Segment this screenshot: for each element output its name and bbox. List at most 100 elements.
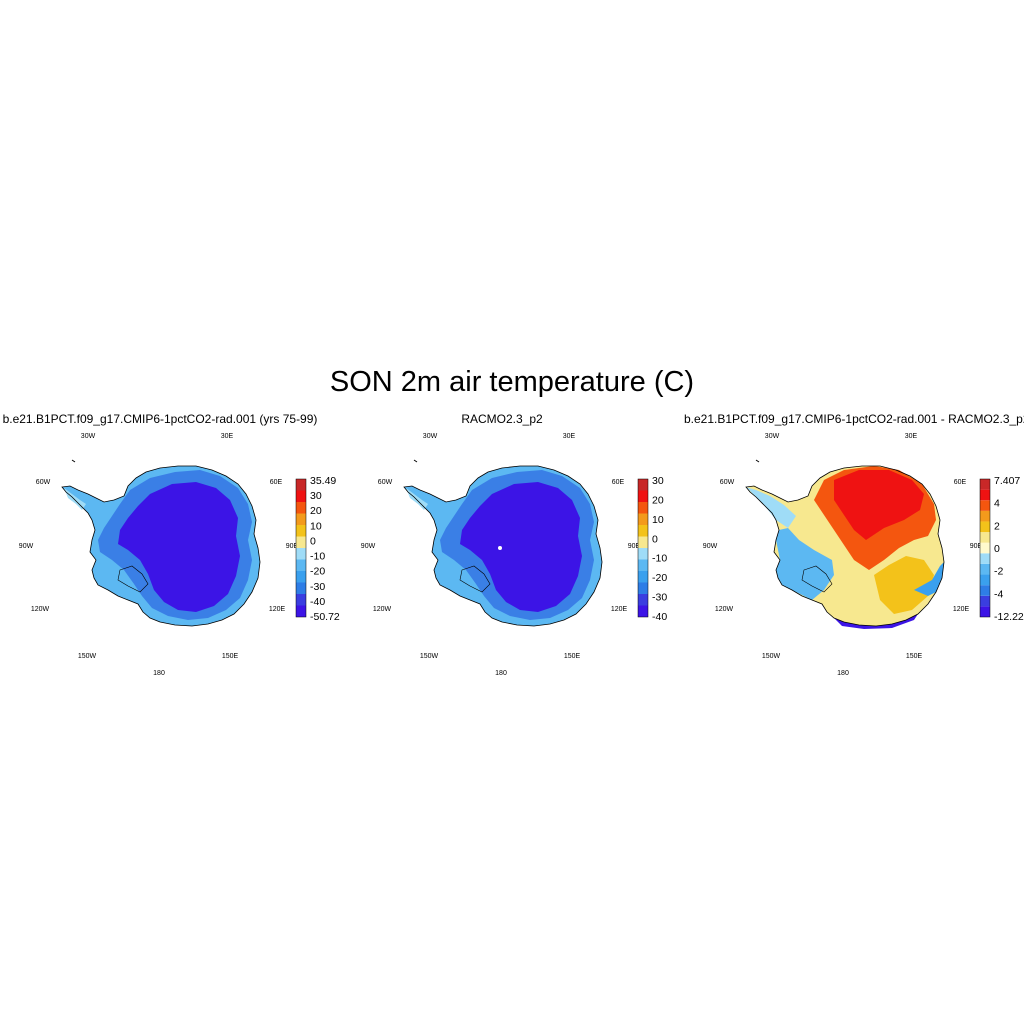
colorbar-swatch bbox=[980, 521, 990, 533]
colorbar-label: 10 bbox=[310, 520, 322, 532]
longitude-label-90e: 90E bbox=[970, 543, 983, 550]
diff-peninsula-fill bbox=[746, 487, 796, 528]
longitude-label-120w: 120W bbox=[31, 606, 50, 613]
longitude-label-150w: 150W bbox=[420, 653, 439, 660]
coastline bbox=[745, 465, 945, 627]
colorbar-swatch bbox=[296, 582, 306, 594]
colorbar-label: -4 bbox=[994, 588, 1003, 600]
colorbar-swatch bbox=[980, 606, 990, 617]
colorbar-swatch bbox=[296, 525, 306, 537]
longitude-label-30w: 30W bbox=[765, 433, 780, 440]
ice-shelf-outline bbox=[801, 565, 833, 593]
map-panel-3: 30W 30E 60W 60E 90W 90E 120W 120E 150W 150E 180 7.4… bbox=[703, 433, 1024, 677]
colorbar-swatch bbox=[980, 479, 990, 490]
panel-title-racmo: RACMO2.3_p2 bbox=[461, 412, 543, 426]
colorbar-label: -30 bbox=[310, 581, 325, 593]
colorbar-frame bbox=[637, 478, 649, 618]
colorbar-swatch bbox=[980, 595, 990, 607]
map-panel-1: 30W 30E 60W 60E 90W 90E 120W 120E 150W 150E 180 35.… bbox=[19, 433, 340, 677]
longitude-label-90e: 90E bbox=[628, 543, 641, 550]
diff-coast-cool-fill bbox=[914, 562, 944, 596]
colorbar-swatch bbox=[296, 548, 306, 560]
colorbar-label: -40 bbox=[652, 611, 667, 623]
colorbar-swatch bbox=[980, 489, 990, 501]
colorbar-label: -20 bbox=[310, 566, 325, 578]
colorbar-swatch bbox=[638, 548, 648, 560]
colorbar-label: 35.49 bbox=[310, 475, 336, 487]
ice-shelf-outline bbox=[459, 565, 491, 593]
longitude-label-30e: 30E bbox=[563, 433, 576, 440]
longitude-label-60w: 60W bbox=[720, 479, 735, 486]
colorbar-label: 20 bbox=[652, 494, 664, 506]
longitude-label-90w: 90W bbox=[19, 543, 34, 550]
longitude-label-120e: 120E bbox=[611, 606, 628, 613]
colorbar-swatch bbox=[296, 479, 306, 491]
colorbar-label: 0 bbox=[994, 543, 1000, 555]
colorbar-swatch bbox=[296, 594, 306, 606]
colorbar-swatch bbox=[980, 585, 990, 596]
colorbar-label: -20 bbox=[652, 572, 667, 584]
longitude-label-30w: 30W bbox=[81, 433, 96, 440]
ice-sheet-interior-fill bbox=[118, 482, 240, 612]
colorbar-swatch bbox=[980, 500, 990, 511]
longitude-label-120w: 120W bbox=[715, 606, 734, 613]
longitude-label-30e: 30E bbox=[221, 433, 234, 440]
colorbar-swatch bbox=[638, 479, 648, 491]
diff-east-warm-fill bbox=[874, 556, 934, 614]
south-pole-marker bbox=[498, 546, 502, 550]
longitude-label-90w: 90W bbox=[703, 543, 718, 550]
longitude-label-90e: 90E bbox=[286, 543, 299, 550]
ice-shelf-outline bbox=[117, 565, 149, 593]
colorbar-label: 30 bbox=[310, 490, 322, 502]
peninsula-fill bbox=[64, 488, 86, 510]
colorbar-label: -2 bbox=[994, 566, 1003, 578]
colorbar: 7.407 4 2 0 -2 -4 -12.221 bbox=[979, 475, 1024, 623]
longitude-label-120w: 120W bbox=[373, 606, 392, 613]
colorbar-swatch bbox=[296, 559, 306, 571]
longitude-label-30w: 30W bbox=[423, 433, 438, 440]
longitude-label-60w: 60W bbox=[378, 479, 393, 486]
longitude-label-150w: 150W bbox=[78, 653, 97, 660]
colorbar-swatch bbox=[980, 532, 990, 543]
longitude-label-90w: 90W bbox=[361, 543, 376, 550]
colorbar-swatch bbox=[296, 571, 306, 583]
colorbar-swatch bbox=[296, 502, 306, 514]
colorbar-label: 20 bbox=[310, 505, 322, 517]
colorbar-label: -40 bbox=[310, 596, 325, 608]
diff-coast-cold-fill bbox=[834, 614, 918, 629]
figure-title: SON 2m air temperature (C) bbox=[329, 366, 695, 398]
coastline bbox=[403, 465, 603, 627]
island-mark bbox=[413, 459, 418, 463]
colorbar-frame bbox=[979, 478, 991, 618]
colorbar-label: -30 bbox=[652, 592, 667, 604]
colorbar-label: -10 bbox=[310, 551, 325, 563]
colorbar-swatch bbox=[296, 490, 306, 502]
colorbar-swatch bbox=[638, 525, 648, 537]
island-mark bbox=[755, 459, 760, 463]
longitude-label-60e: 60E bbox=[954, 479, 967, 486]
colorbar-swatch bbox=[296, 605, 306, 617]
longitude-label-150w: 150W bbox=[762, 653, 781, 660]
colorbar-swatch bbox=[638, 513, 648, 525]
diff-hot-fill bbox=[834, 470, 924, 540]
longitude-label-60w: 60W bbox=[36, 479, 51, 486]
longitude-label-120e: 120E bbox=[953, 606, 970, 613]
panel-title-model: b.e21.B1PCT.f09_g17.CMIP6-1pctCO2-rad.00… bbox=[2, 412, 318, 426]
longitude-label-120e: 120E bbox=[269, 606, 286, 613]
colorbar-label: 0 bbox=[652, 533, 658, 545]
longitude-label-150e: 150E bbox=[906, 653, 923, 660]
colorbar-label: 10 bbox=[652, 514, 664, 526]
colorbar: 35.49 30 20 10 0 -10 -20 -30 -40 -50.72 bbox=[295, 475, 340, 623]
map-panel-2: 30W 30E 60W 60E 90W 90E 120W 120E 150W 150E 180 30 2… bbox=[361, 433, 668, 677]
colorbar-swatch bbox=[296, 513, 306, 525]
colorbar-swatch bbox=[638, 594, 648, 606]
diff-west-cool-fill bbox=[776, 528, 834, 600]
colorbar-label: 30 bbox=[652, 475, 664, 487]
colorbar-swatch bbox=[638, 490, 648, 502]
colorbar-frame bbox=[295, 478, 307, 618]
colorbar-label: -12.221 bbox=[994, 611, 1024, 623]
colorbar-swatch bbox=[980, 553, 990, 564]
ice-sheet-interior-fill bbox=[460, 482, 582, 612]
island-mark bbox=[71, 459, 76, 463]
